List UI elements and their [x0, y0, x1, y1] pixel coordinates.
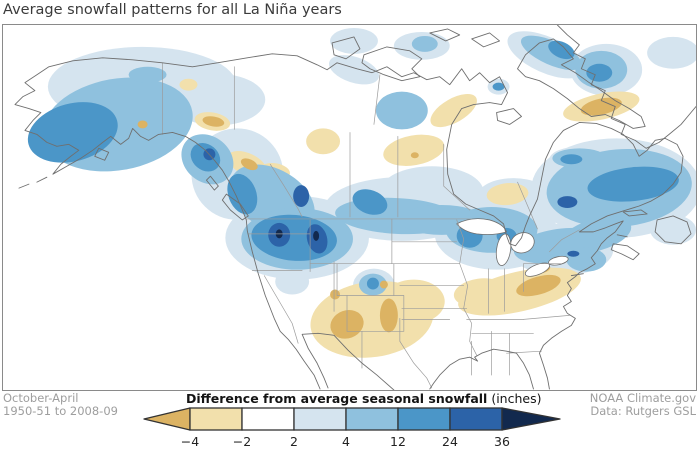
legend-title: Difference from average seasonal snowfal… [186, 391, 541, 406]
map-source-caption: NOAA Climate.gov Data: Rutgers GSL [590, 392, 696, 418]
legend-title-main: Difference from average seasonal snowfal… [186, 391, 488, 406]
source-line2: Data: Rutgers GSL [590, 404, 696, 418]
legend-tick-label: −2 [233, 434, 251, 449]
legend-tick-label: 36 [494, 434, 510, 449]
state-borders-layer [162, 62, 580, 389]
legend-arrow-positive [501, 407, 561, 431]
period-line2: 1950-51 to 2008-09 [3, 404, 118, 418]
legend-arrow-negative [143, 407, 191, 431]
legend-segment-5 [449, 407, 503, 431]
map-period-caption: October-April 1950-51 to 2008-09 [3, 392, 118, 418]
coastline-layer [14, 25, 696, 390]
anomaly-shading-layer [27, 27, 696, 358]
legend-segment-2 [293, 407, 347, 431]
legend-tick-label: 2 [290, 434, 298, 449]
legend-title-units: (inches) [491, 391, 542, 406]
colorbar-svg: −4 −2 2 4 12 24 36 [143, 407, 561, 449]
legend-segment-3 [345, 407, 399, 431]
map-svg [14, 25, 696, 390]
legend-tick-label: 24 [442, 434, 458, 449]
legend-tick-label: 4 [342, 434, 350, 449]
legend-segment-1 [241, 407, 295, 431]
source-line1: NOAA Climate.gov [589, 391, 696, 405]
page-title: Average snowfall patterns for all La Niñ… [3, 2, 342, 18]
legend-tick-label: −4 [181, 434, 199, 449]
great-lakes [456, 218, 569, 277]
snowfall-anomaly-map [2, 24, 697, 391]
legend-colorbar: −4 −2 2 4 12 24 36 [143, 406, 563, 450]
legend-segment-0 [189, 407, 243, 431]
period-line1: October-April [3, 391, 79, 405]
legend-segment-4 [397, 407, 451, 431]
legend-tick-label: 12 [390, 434, 406, 449]
